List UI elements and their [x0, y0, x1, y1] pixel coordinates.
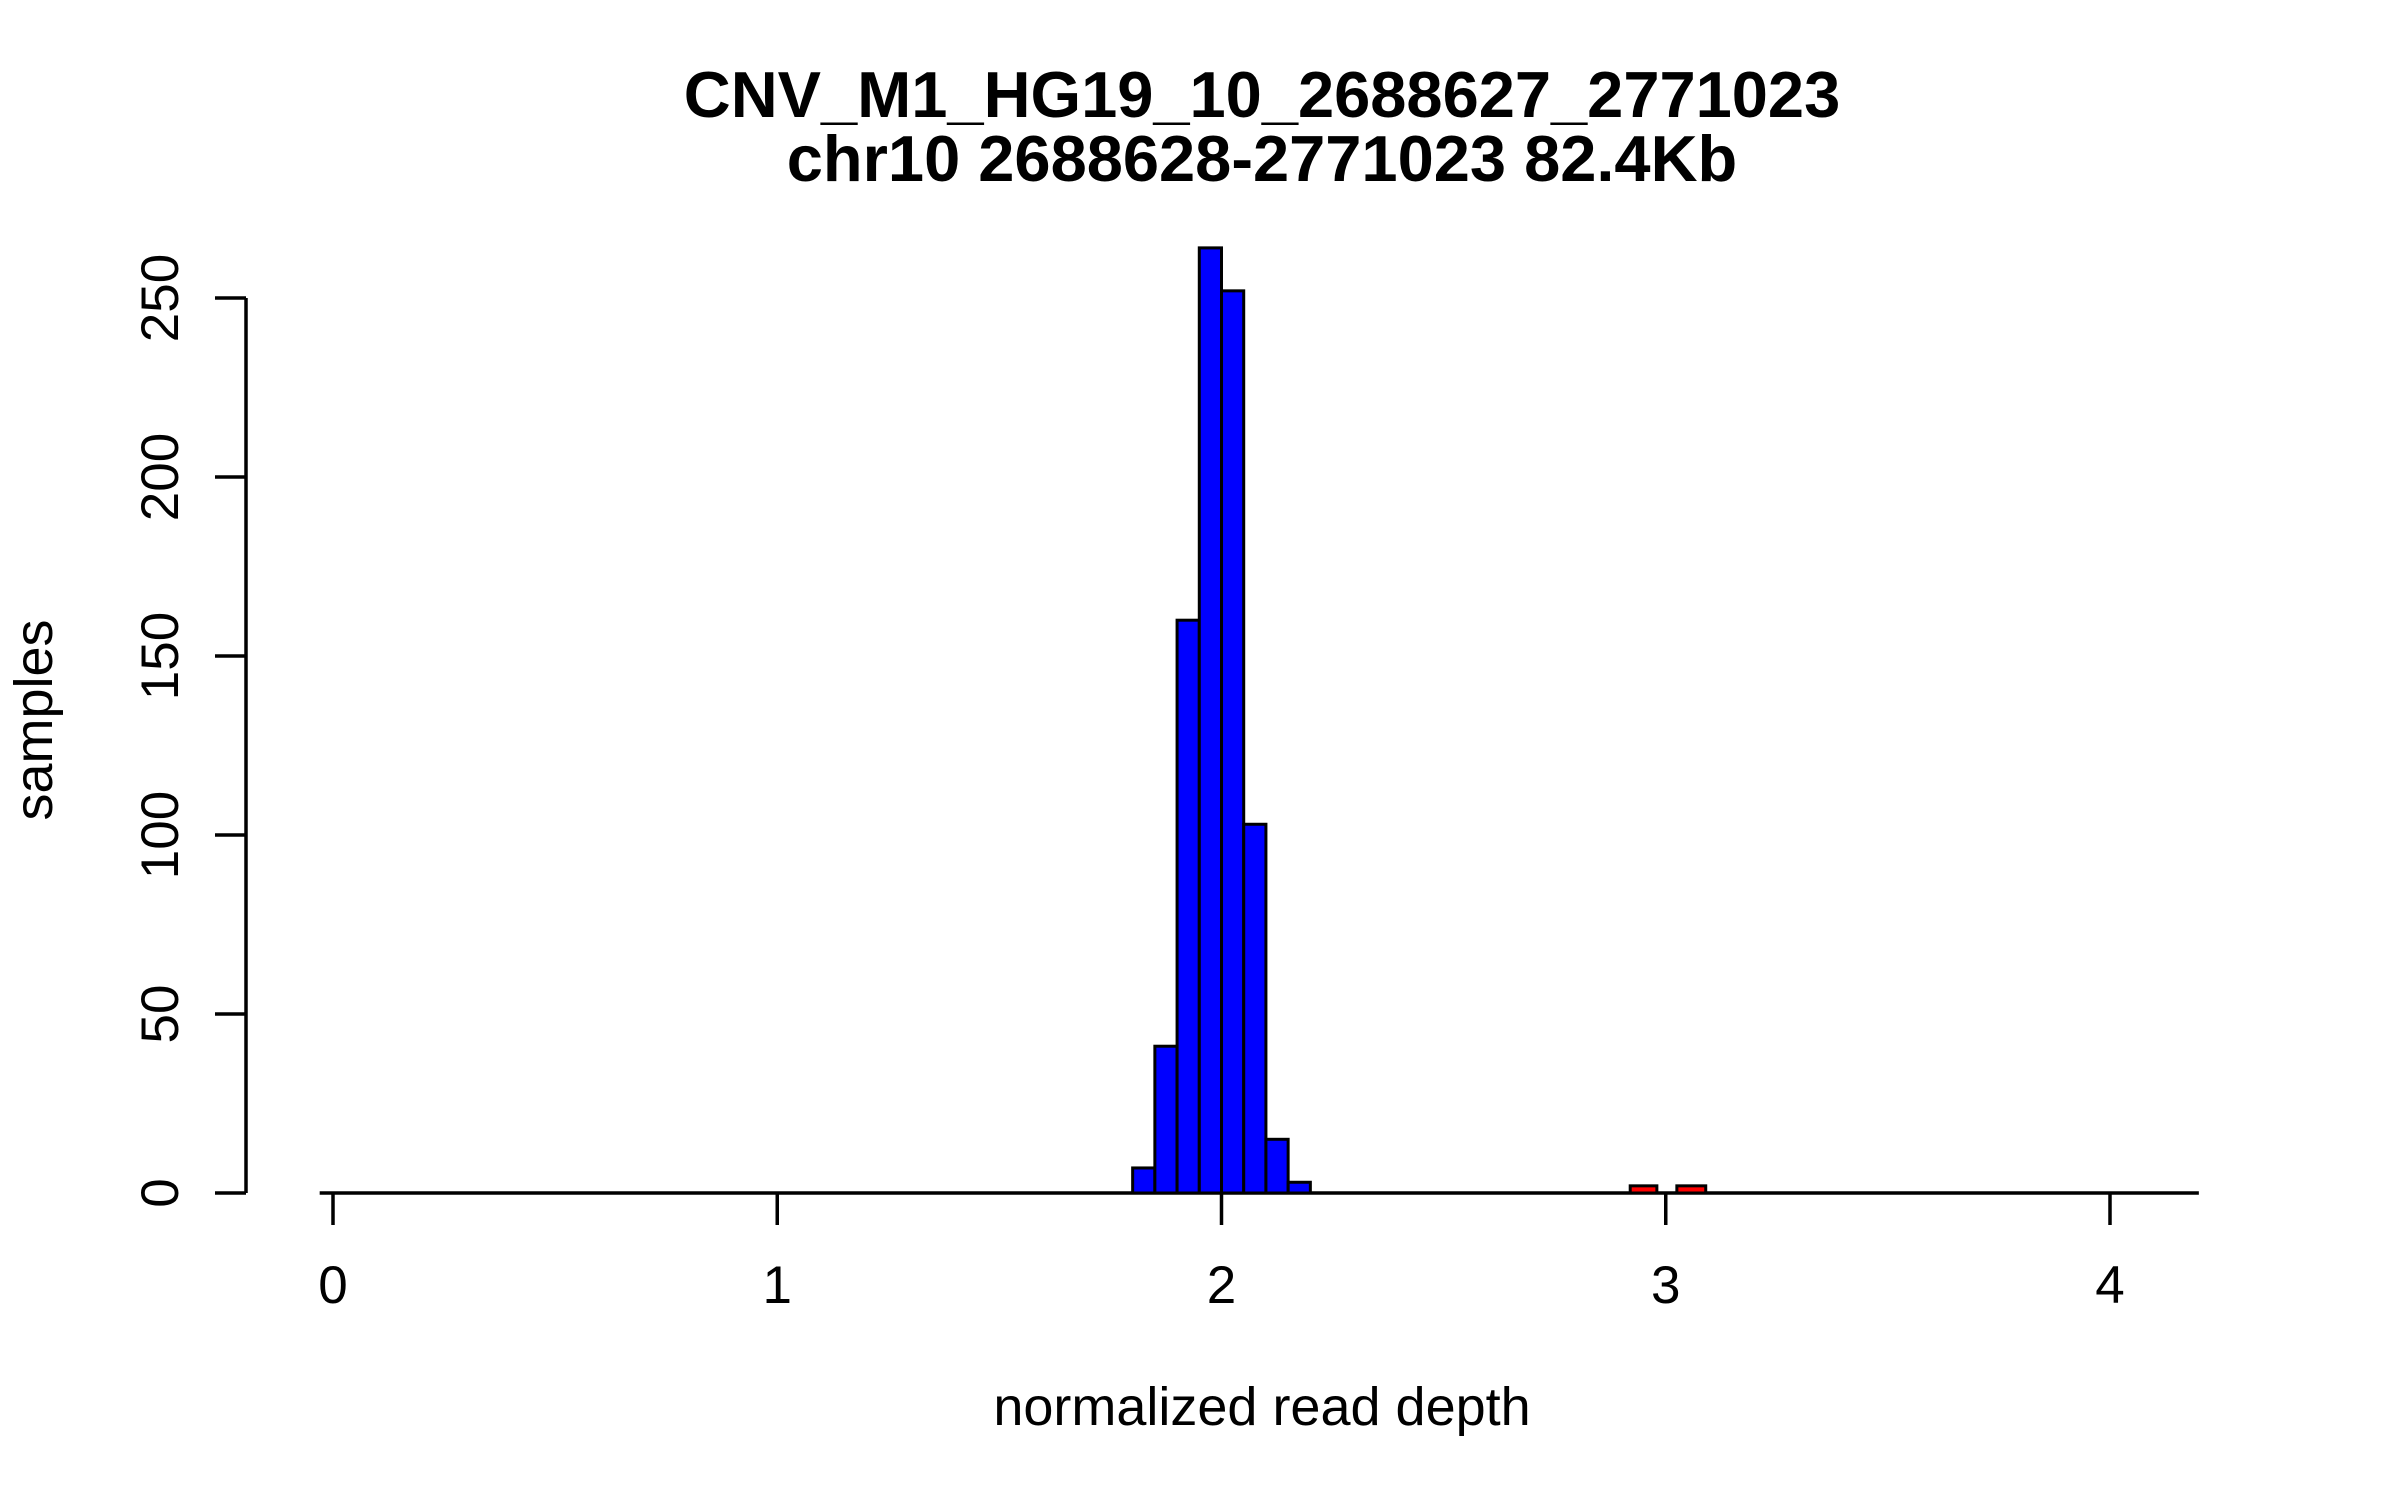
- y-axis-tick-label: 50: [131, 985, 190, 1044]
- chart-title-line1: CNV_M1_HG19_10_2688627_2771023: [684, 58, 1840, 131]
- x-axis-tick-label: 1: [763, 1256, 792, 1315]
- red-histogram-bar: [1628, 1184, 1659, 1195]
- blue-histogram-bar: [1197, 246, 1223, 1195]
- y-axis-tick-label: 100: [131, 791, 190, 879]
- blue-histogram-bar: [1153, 1044, 1179, 1195]
- y-axis-label: samples: [4, 619, 64, 820]
- blue-histogram-bar: [1286, 1180, 1312, 1195]
- chart-title-line2: chr10 2688628-2771023 82.4Kb: [787, 122, 1737, 195]
- y-axis-tick-label: 150: [131, 612, 190, 700]
- y-axis-tick-label: 200: [131, 433, 190, 521]
- blue-histogram-bar: [1220, 289, 1246, 1195]
- y-axis-tick-label: 0: [131, 1178, 190, 1207]
- x-axis-tick-label: 4: [2095, 1256, 2124, 1315]
- x-axis-tick-label: 3: [1651, 1256, 1680, 1315]
- axes: 0 1 2 3 4 0 50 100 150 200 250: [131, 254, 2199, 1315]
- y-axis-tick-label: 250: [131, 254, 190, 342]
- red-histogram-bar: [1675, 1184, 1708, 1195]
- histogram-bars: [1131, 246, 1708, 1195]
- blue-histogram-bar: [1131, 1166, 1157, 1195]
- x-axis-tick-label: 0: [318, 1256, 347, 1315]
- blue-histogram-bar: [1242, 822, 1268, 1195]
- blue-histogram-bar: [1175, 618, 1201, 1195]
- x-axis-label: normalized read depth: [993, 1377, 1530, 1437]
- blue-histogram-bar: [1264, 1137, 1290, 1195]
- x-axis-tick-label: 2: [1207, 1256, 1236, 1315]
